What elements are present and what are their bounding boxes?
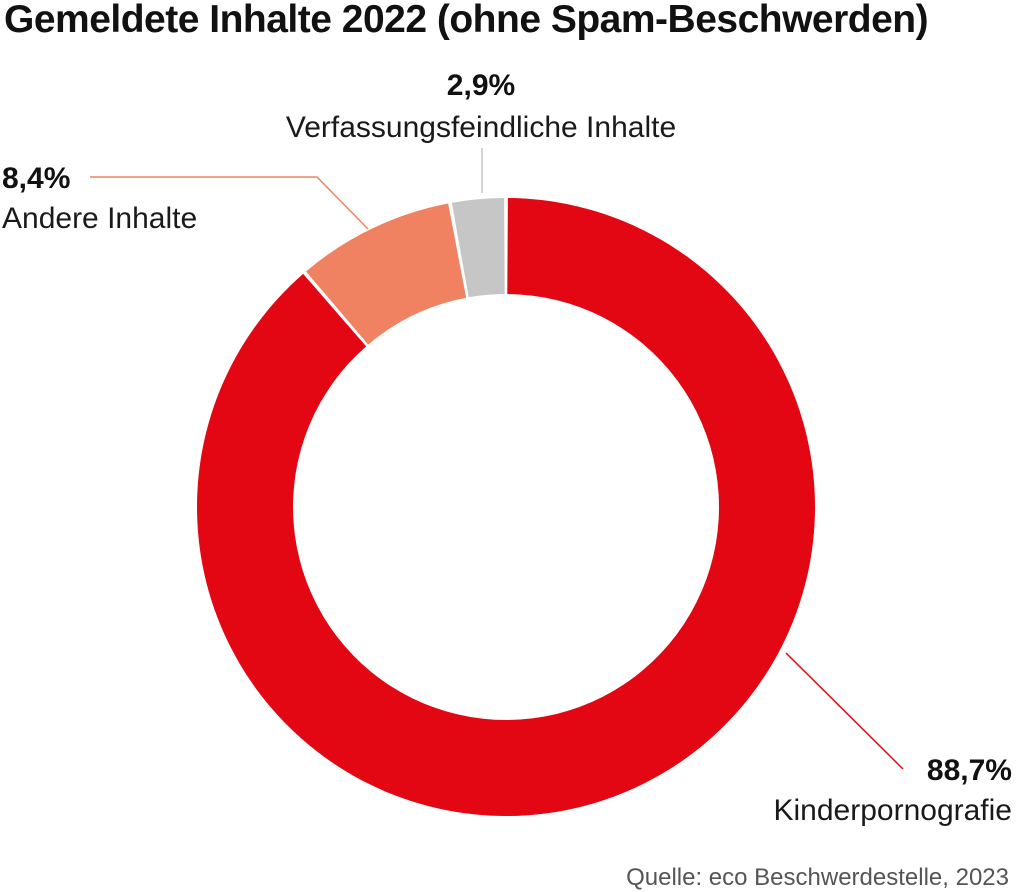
slice-1 [196, 198, 816, 817]
slice-3 [451, 198, 505, 298]
slice-name-label-3: Verfassungsfeindliche Inhalte [286, 111, 676, 144]
slice-labels: 88,7% Kinderpornografie 8,4% Andere Inhalte… [2, 69, 1012, 827]
chart-title: Gemeldete Inhalte 2022 (ohne Spam-Beschw… [4, 0, 929, 41]
slice-value-label-1: 88,7% [927, 754, 1012, 787]
slice-2 [306, 203, 467, 345]
leader-line-2 [90, 176, 369, 230]
leader-line-1 [785, 652, 904, 770]
source-note: Quelle: eco Beschwerdestelle, 2023 [626, 864, 1009, 891]
slice-name-label-1: Kinderpornografie [774, 794, 1013, 827]
slice-value-label-3: 2,9% [447, 69, 515, 102]
label-leader-lines [90, 148, 904, 770]
donut-slices [196, 198, 816, 817]
slice-name-label-2: Andere Inhalte [2, 202, 197, 235]
slice-value-label-2: 8,4% [2, 162, 70, 195]
